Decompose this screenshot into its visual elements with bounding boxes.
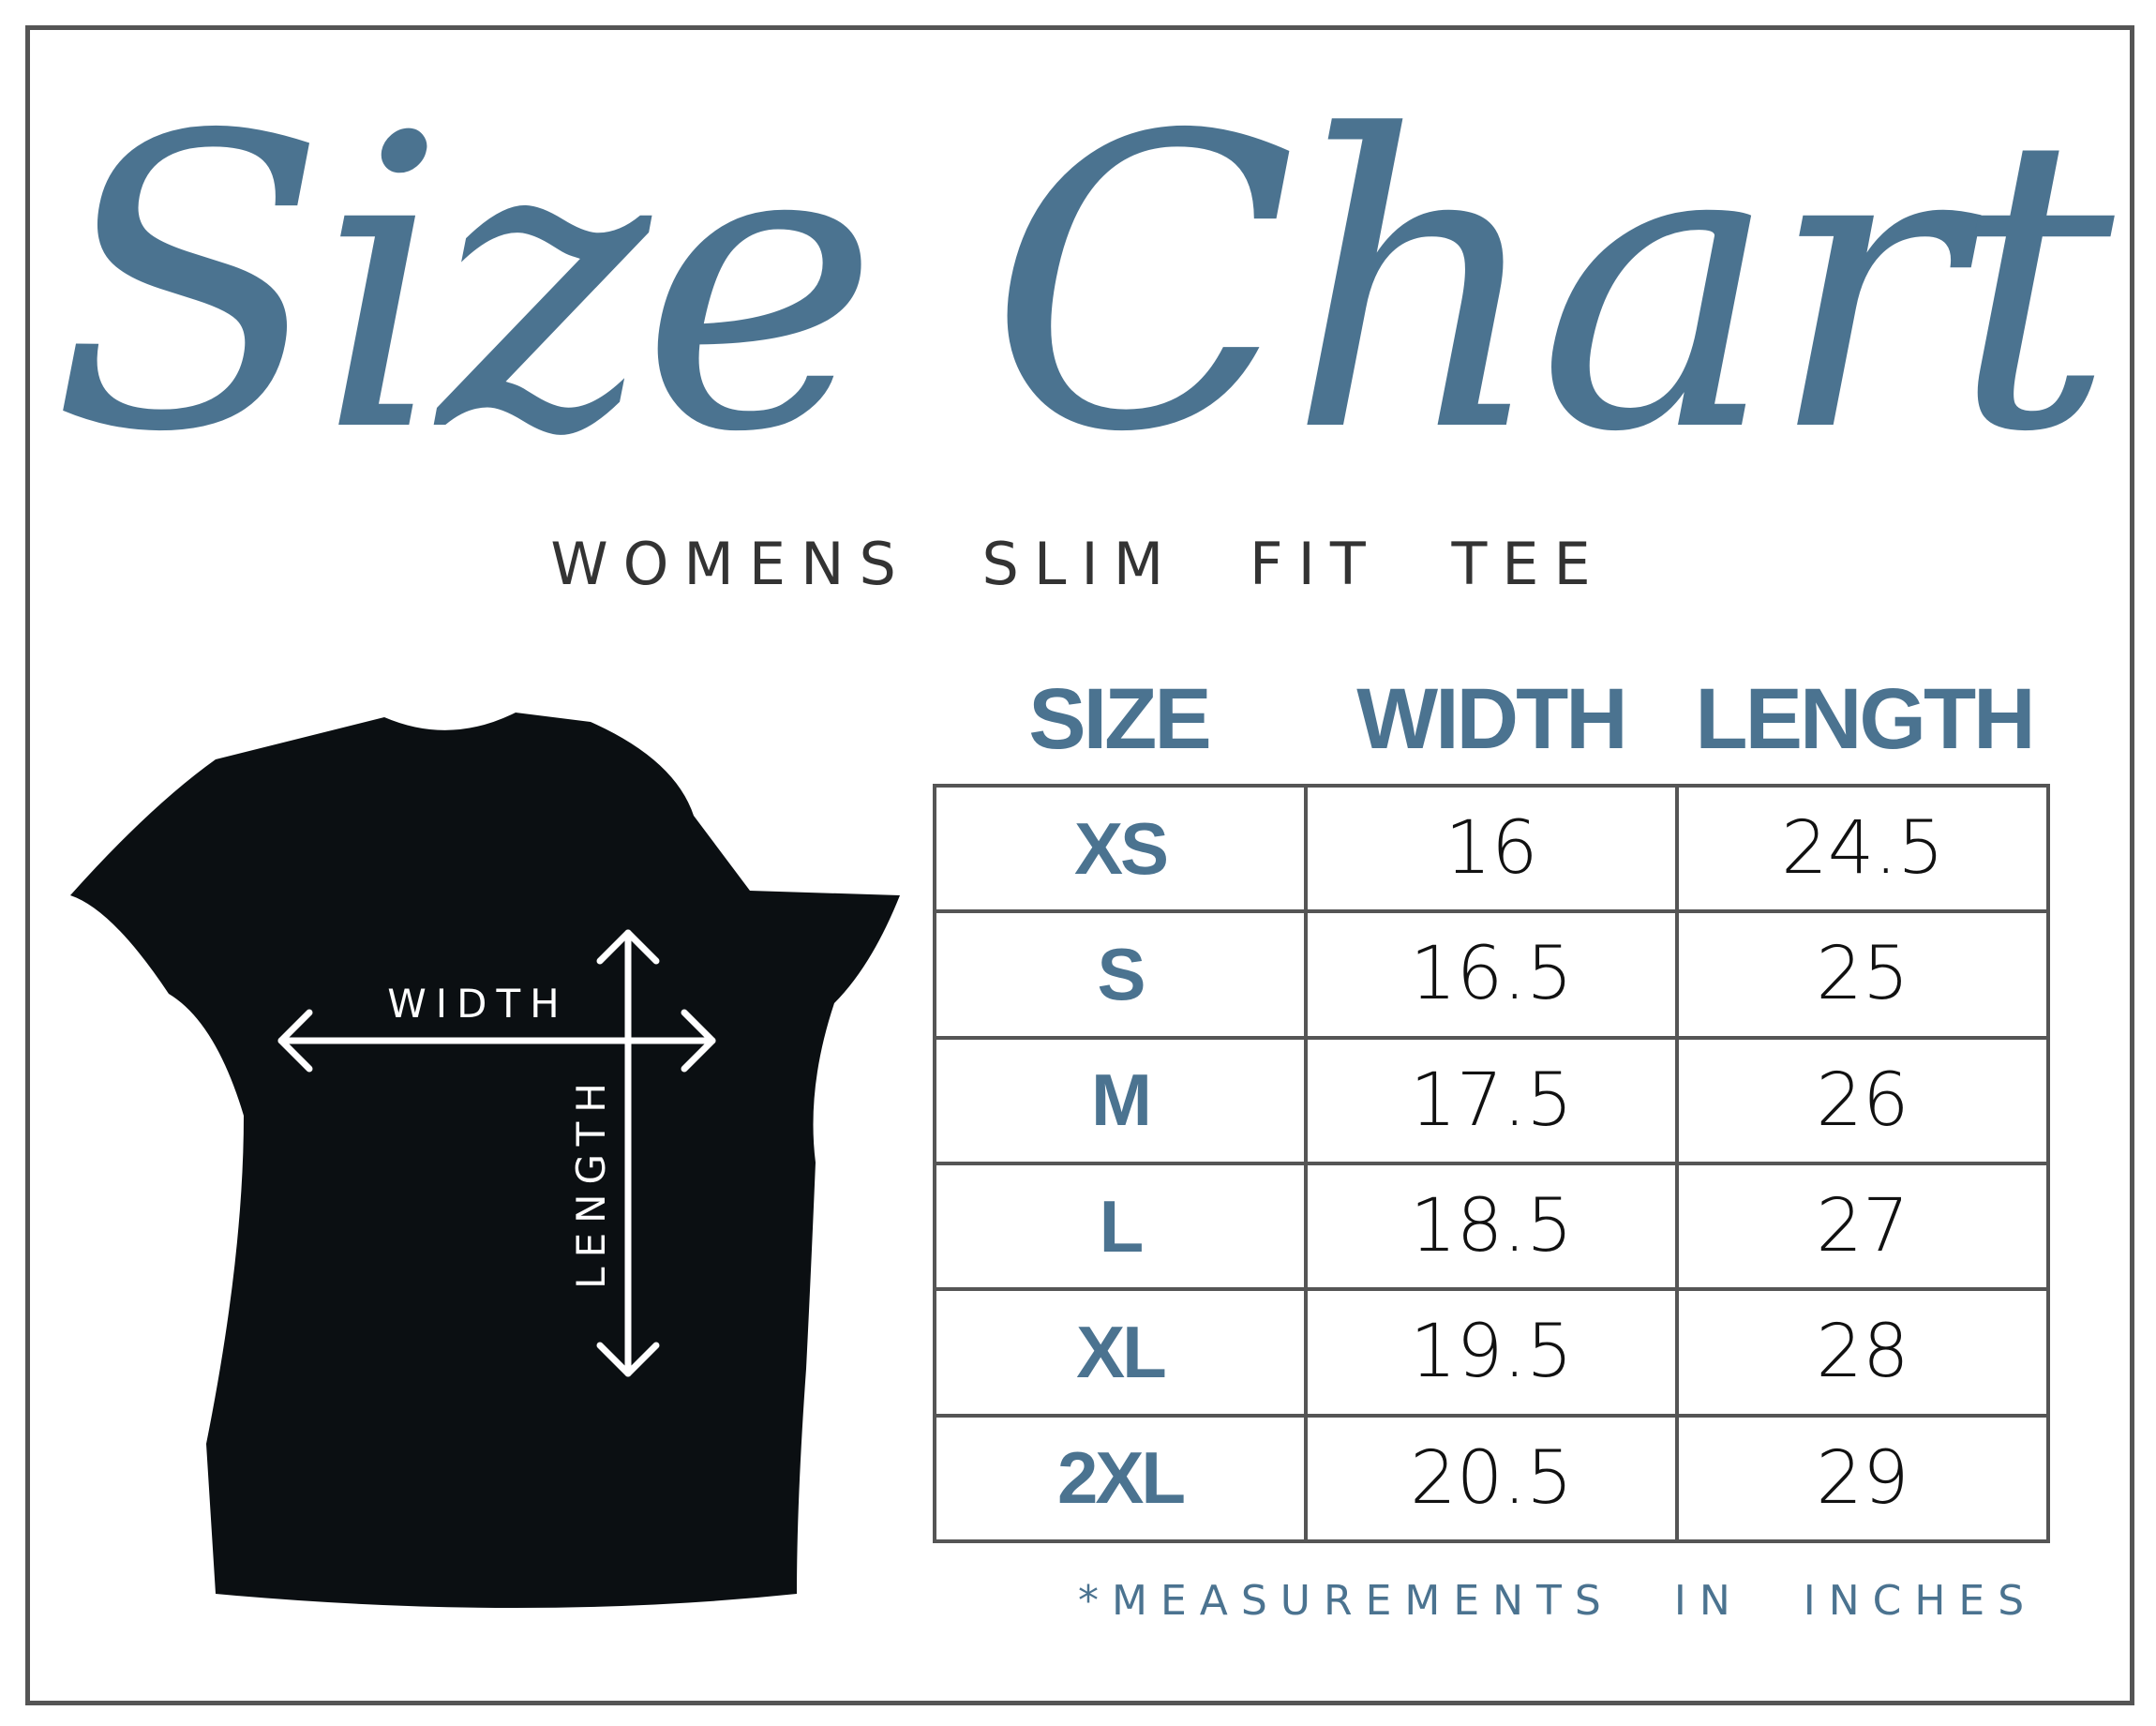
width-cell: 18.5 — [1304, 1161, 1679, 1292]
length-cell: 24.5 — [1675, 783, 2050, 914]
size-cell: XS — [933, 783, 1308, 914]
length-label: LENGTH — [568, 1073, 614, 1289]
size-cell: L — [933, 1161, 1308, 1292]
table-row: M 17.5 26 — [933, 1035, 2050, 1165]
length-cell: 26 — [1675, 1035, 2050, 1165]
length-cell: 27 — [1675, 1161, 2050, 1292]
column-header-length: LENGTH — [1695, 671, 2035, 767]
width-cell: 16 — [1304, 783, 1679, 914]
size-table: XS 16 24.5 S 16.5 25 M 17.5 26 L 18.5 27 XL 19.5 28 2XL… — [933, 783, 2050, 1544]
tshirt-silhouette — [70, 713, 900, 1608]
page-title: Size Chart — [51, 52, 2114, 520]
footnote: *MEASUREMENTS IN INCHES — [1078, 1577, 2038, 1625]
column-header-size: SIZE — [1028, 671, 1211, 767]
width-cell: 16.5 — [1304, 909, 1679, 1040]
subtitle: WOMENS SLIM FIT TEE — [550, 530, 1606, 598]
table-row: XS 16 24.5 — [933, 783, 2050, 914]
table-row: 2XL 20.5 29 — [933, 1413, 2050, 1544]
size-cell: S — [933, 909, 1308, 1040]
length-cell: 28 — [1675, 1287, 2050, 1418]
frame-border — [25, 25, 2134, 1705]
length-cell: 25 — [1675, 909, 2050, 1040]
width-cell: 17.5 — [1304, 1035, 1679, 1165]
width-cell: 19.5 — [1304, 1287, 1679, 1418]
size-cell: XL — [933, 1287, 1308, 1418]
tshirt-diagram: WIDTH LENGTH — [70, 713, 900, 1608]
width-cell: 20.5 — [1304, 1413, 1679, 1544]
size-cell: 2XL — [933, 1413, 1308, 1544]
table-row: XL 19.5 28 — [933, 1287, 2050, 1418]
column-header-width: WIDTH — [1356, 671, 1627, 767]
width-label: WIDTH — [387, 981, 569, 1027]
size-cell: M — [933, 1035, 1308, 1165]
table-row: S 16.5 25 — [933, 909, 2050, 1040]
length-cell: 29 — [1675, 1413, 2050, 1544]
table-row: L 18.5 27 — [933, 1161, 2050, 1292]
